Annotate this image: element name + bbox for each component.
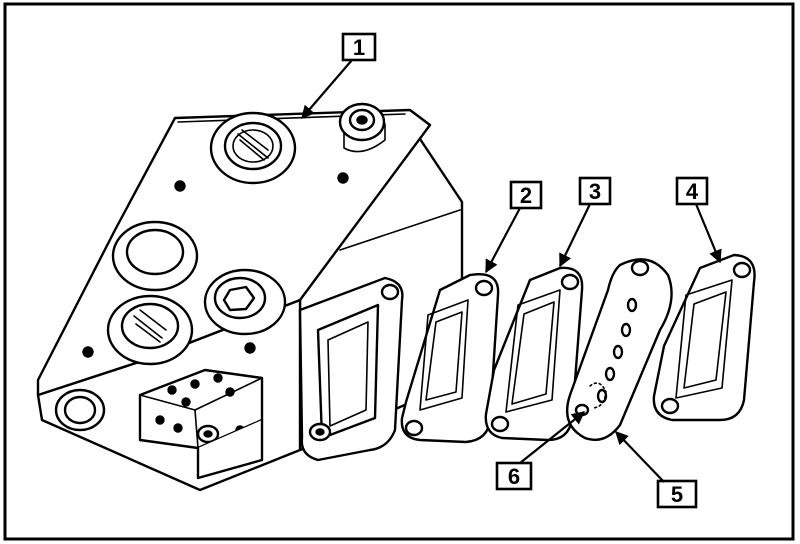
valve-body	[36, 102, 464, 492]
gasket-2	[400, 273, 500, 444]
gasket-3	[484, 266, 584, 442]
callout-5: 5	[615, 431, 698, 509]
callout-1: 1	[301, 32, 377, 119]
threaded-port-lower	[106, 294, 194, 366]
small-fitting-top	[338, 102, 386, 153]
callout-6: 6	[495, 411, 586, 491]
side-port	[54, 388, 106, 432]
callout-6-label: 6	[508, 464, 520, 489]
callout-4: 4	[675, 176, 722, 264]
threaded-port-top	[209, 111, 297, 185]
callout-2: 2	[485, 180, 543, 274]
connector-block	[138, 368, 264, 480]
callout-3-label: 3	[589, 179, 601, 204]
plate-5	[565, 258, 673, 442]
callout-5-label: 5	[671, 482, 683, 507]
callout-4-label: 4	[686, 179, 699, 204]
diagram-frame	[3, 2, 795, 541]
gasket-4	[652, 253, 756, 422]
callout-1-label: 1	[353, 35, 365, 60]
callout-3: 3	[559, 176, 612, 268]
plug-left	[111, 220, 199, 292]
callout-2-label: 2	[520, 183, 532, 208]
hex-plug	[203, 268, 287, 336]
mounting-flange	[298, 276, 404, 462]
